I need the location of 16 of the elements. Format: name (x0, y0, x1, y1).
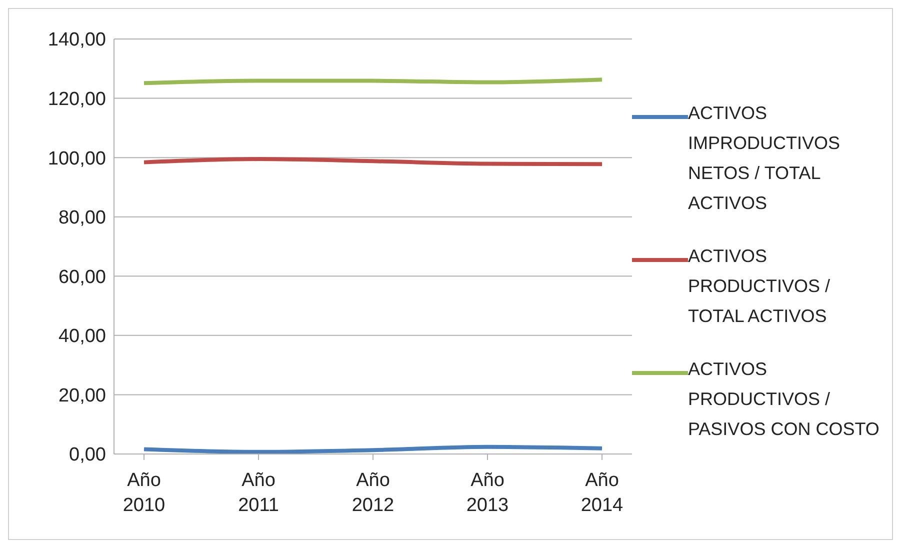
y-tick-label: 80,00 (58, 208, 106, 229)
x-tick-label: Año 2011 (238, 470, 279, 516)
x-tick-label: Año 2013 (466, 470, 509, 516)
legend-label: ACTIVOS IMPRODUCTIVOS NETOS / TOTAL ACTIVOS (688, 102, 842, 214)
x-tick-label: Año 2010 (122, 470, 166, 516)
y-tick-label: 0,00 (69, 444, 106, 466)
y-tick-label: 140,00 (48, 30, 106, 51)
y-tick-label: 40,00 (58, 326, 106, 348)
x-tick-label: Año 2014 (580, 470, 624, 516)
legend-label: ACTIVOS PRODUCTIVOS / TOTAL ACTIVOS (688, 244, 832, 328)
legend-label: ACTIVOS PRODUCTIVOS / PASIVOS CON COSTO (688, 358, 880, 440)
y-tick-label: 20,00 (58, 385, 106, 406)
y-tick-label: 120,00 (48, 89, 106, 110)
x-tick-label: Año 2012 (352, 470, 394, 516)
y-tick-label: 100,00 (48, 148, 106, 170)
y-tick-label: 60,00 (58, 266, 106, 288)
